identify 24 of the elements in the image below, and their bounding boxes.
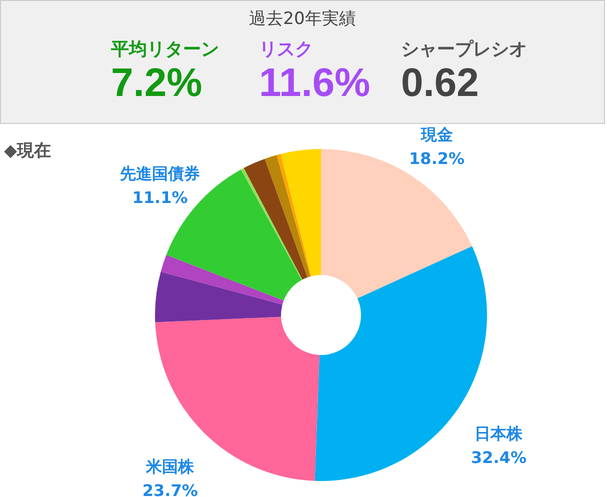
donut-slice: [155, 272, 282, 322]
text: 平均リターン: [111, 38, 219, 61]
text: 7.2%: [111, 61, 204, 105]
slice-label: 日本株: [474, 424, 524, 444]
text: 0.62: [401, 61, 480, 105]
donut-slice: [264, 155, 310, 278]
text: 11.6%: [259, 61, 370, 105]
donut-slice: [241, 168, 302, 280]
donut-slice: [160, 254, 284, 305]
donut-slice: [280, 149, 321, 276]
text: リスク: [259, 38, 314, 61]
text: ◆現在: [4, 140, 52, 162]
data-label: 23.7%: [142, 480, 198, 497]
slice-label: 現金: [420, 125, 453, 144]
slice-label: 先進国債券: [119, 164, 200, 183]
data-label: 18.2%: [409, 149, 465, 168]
data-label: 11.1%: [132, 188, 188, 207]
donut-slice: [244, 158, 308, 280]
donut-slice: [276, 154, 312, 276]
data-label: 32.4%: [470, 448, 527, 468]
text: 過去20年実績: [248, 8, 357, 30]
text: シャープレシオ: [401, 38, 527, 61]
donut-slice: [321, 149, 472, 298]
slice-label: 米国株: [145, 456, 196, 476]
